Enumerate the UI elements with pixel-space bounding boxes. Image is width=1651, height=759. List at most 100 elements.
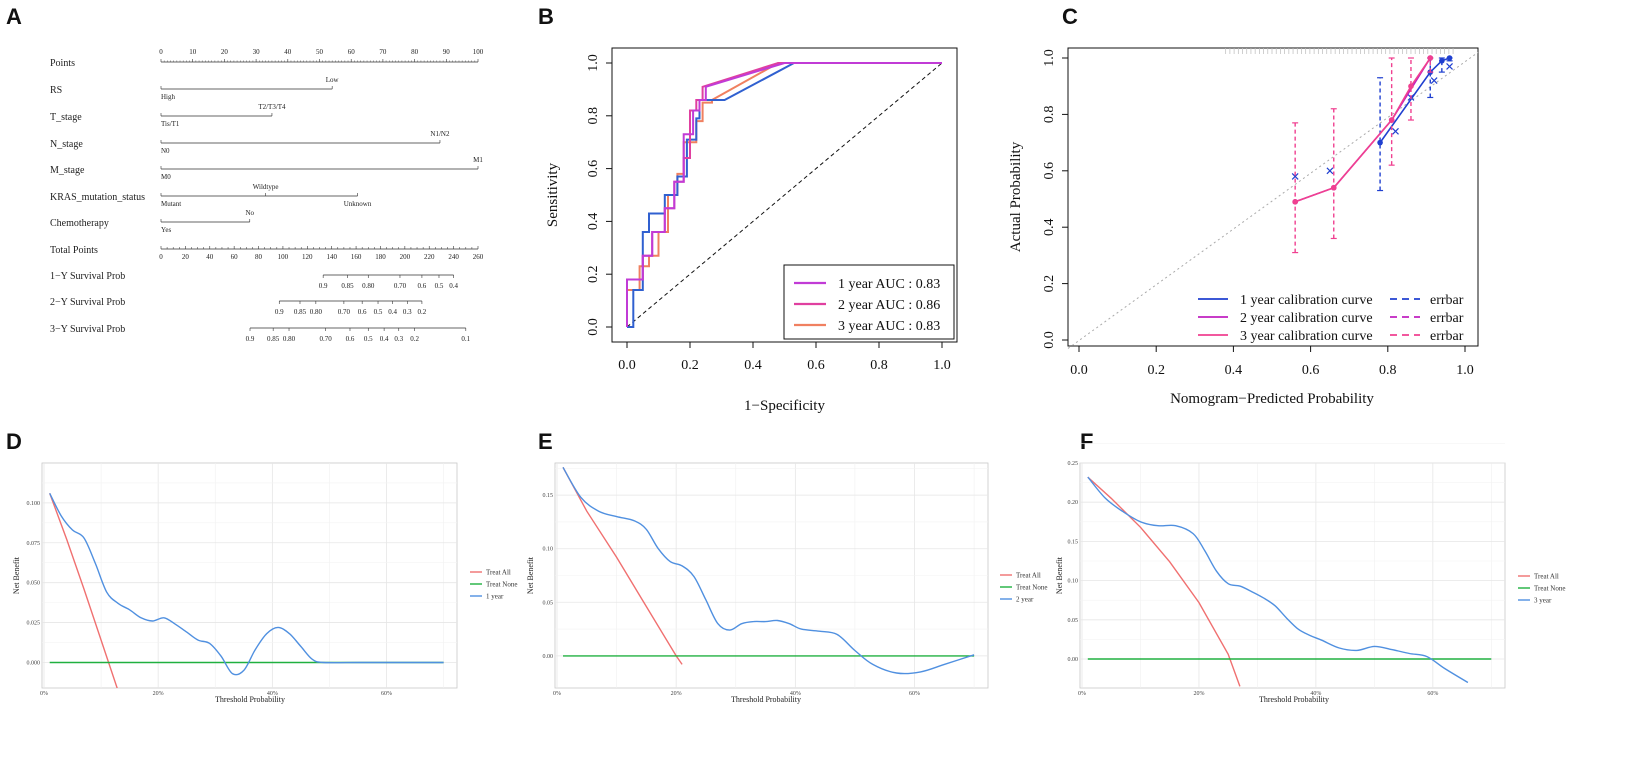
legend-errbar-label: errbar: [1430, 329, 1464, 344]
y-tick-label: 0.6: [586, 160, 601, 178]
nomo-prob-label: 0.6: [418, 282, 427, 290]
dca-curves: [562, 466, 975, 675]
x-tick-label: 0.6: [807, 358, 825, 373]
nomo-tick-label: 40: [206, 253, 214, 261]
nomo-tick-label: 20: [182, 253, 190, 261]
panel-d-dca: 0.000 0.025 0.050 0.075 0.100 0% 20% 40% 60% Thre…: [12, 462, 517, 704]
nomo-tick-label: 100: [473, 48, 484, 56]
legend-label-treat-all: Treat All: [1534, 573, 1559, 581]
x-tick-label: 0.2: [681, 358, 699, 373]
y-tick-label: 0.20: [1068, 500, 1079, 506]
nomo-level-label-tis-t1: Tis/T1: [161, 120, 180, 128]
nomo-prob-label: 0.3: [403, 308, 412, 316]
nomo-row-label-total-points: Total Points: [50, 245, 98, 256]
nomo-level-label-mutant: Mutant: [161, 200, 181, 208]
nomo-tick-label: 50: [316, 48, 324, 56]
y-tick-label: 0.2: [1042, 275, 1057, 293]
x-tick-label: 0.0: [618, 358, 636, 373]
nomo-prob-label: 0.5: [364, 335, 373, 343]
y-tick-label: 0.15: [543, 493, 554, 499]
panel-letter-f: F: [1080, 429, 1093, 454]
x-tick-label: 0.8: [1379, 363, 1397, 378]
nomo-tick-label: 220: [424, 253, 435, 261]
nomo-prob-label: 0.80: [283, 335, 296, 343]
apparent-cross-mark: [1392, 127, 1399, 135]
nomo-prob-label: 0.9: [275, 308, 284, 316]
legend-label-treat-none: Treat None: [486, 581, 517, 589]
x-tick-label: 60%: [1427, 691, 1438, 697]
y-tick-label: 0.0: [586, 318, 601, 336]
nomo-prob-label: 0.70: [394, 282, 407, 290]
legend-label-2-year-auc-0-86: 2 year AUC : 0.86: [838, 298, 940, 313]
nomo-prob-label: 0.2: [418, 308, 427, 316]
plot-frame: [1079, 462, 1506, 689]
nomo-row-label-rs: RS: [50, 85, 62, 96]
nomo-row-label-2-y-survival-prob: 2−Y Survival Prob: [50, 297, 125, 308]
y-tick-label: 0.10: [1068, 579, 1079, 585]
dca-curves: [49, 492, 444, 688]
nomo-tick-label: 70: [379, 48, 387, 56]
dca-line-treat-all: [49, 493, 118, 688]
legend-label-3-year-calibration-curve: 3 year calibration curve: [1240, 329, 1373, 344]
y-tick-label: 1.0: [1042, 49, 1057, 67]
panel-letter-a: A: [6, 4, 22, 29]
legend-errbar-label: errbar: [1430, 311, 1464, 326]
y-tick-label: 0.15: [1068, 539, 1079, 545]
roc-curve-1-year-auc-0-83: [626, 62, 942, 327]
nomo-tick-label: 80: [411, 48, 419, 56]
dca-line-treat-all: [1087, 476, 1241, 687]
x-tick-label: 0.0: [1070, 363, 1088, 378]
x-tick-label: 0.6: [1302, 363, 1320, 378]
nomo-row-label-kras-mutation-status: KRAS_mutation_status: [50, 192, 145, 203]
nomo-level-label-yes: Yes: [161, 226, 171, 234]
panel-e-dca: 0.00 0.05 0.10 0.15 0% 20% 40% 60% Threshold Pro…: [526, 462, 1047, 704]
nomo-tick-label: 30: [253, 48, 261, 56]
apparent-cross-mark: [1291, 173, 1299, 180]
nomo-prob-label: 0.1: [461, 335, 470, 343]
legend-label-treat-all: Treat All: [1016, 572, 1041, 580]
nomo-prob-label: 0.80: [362, 282, 375, 290]
y-tick-label: 0.0: [1042, 331, 1057, 349]
y-tick-label: 0.8: [1042, 106, 1057, 124]
apparent-cross-mark: [1430, 77, 1438, 84]
y-tick-label: 0.000: [27, 660, 41, 666]
nomo-tick-label: 90: [443, 48, 451, 56]
legend-label-treat-all: Treat All: [486, 569, 511, 577]
nomo-prob-label: 0.9: [319, 282, 328, 290]
x-tick-label: 0.8: [870, 358, 888, 373]
nomo-prob-label: 0.6: [346, 335, 355, 343]
legend-label-treat-none: Treat None: [1534, 585, 1565, 593]
y-axis-label: Net Benefit: [1055, 556, 1064, 594]
y-tick-label: 0.100: [27, 501, 41, 507]
x-tick-label: 60%: [381, 691, 392, 697]
panel-f-dca: 0.00 0.05 0.10 0.15 0.20 0.25 0% 20% 40% 60% Thres…: [1055, 443, 1565, 704]
x-tick-label: 0.4: [1225, 363, 1243, 378]
nomo-row-label-1-y-survival-prob: 1−Y Survival Prob: [50, 271, 125, 282]
y-tick-label: 1.0: [586, 54, 601, 72]
x-tick-label: 20%: [671, 691, 682, 697]
y-axis-label: Actual Probability: [1008, 141, 1024, 252]
nomo-tick-label: 240: [448, 253, 459, 261]
x-tick-label: 1.0: [933, 358, 951, 373]
x-tick-label: 1.0: [1456, 363, 1474, 378]
panel-letter-c: C: [1062, 4, 1078, 29]
nomo-row-label-3-y-survival-prob: 3−Y Survival Prob: [50, 324, 125, 335]
x-tick-label: 0.4: [744, 358, 762, 373]
plot-frame: [41, 462, 458, 689]
nomo-row-label-m-stage: M_stage: [50, 165, 85, 176]
nomo-tick-label: 120: [302, 253, 313, 261]
calibration-point-1-year: [1439, 58, 1445, 64]
legend-errbar-label: errbar: [1430, 293, 1464, 308]
x-axis-label: Threshold Probability: [731, 695, 801, 704]
nomo-tick-label: 260: [473, 253, 484, 261]
x-tick-label: 0.2: [1147, 363, 1165, 378]
x-tick-label: 40%: [267, 691, 278, 697]
legend-label-1-year-calibration-curve: 1 year calibration curve: [1240, 293, 1373, 308]
x-tick-label: 40%: [1310, 691, 1321, 697]
nomo-level-label-n0: N0: [161, 147, 170, 155]
nomo-prob-label: 0.5: [374, 308, 383, 316]
y-tick-label: 0.00: [543, 654, 554, 660]
nomo-prob-label: 0.70: [338, 308, 351, 316]
x-axis-label: 1−Specificity: [744, 398, 825, 414]
nomo-level-label-high: High: [161, 93, 176, 101]
